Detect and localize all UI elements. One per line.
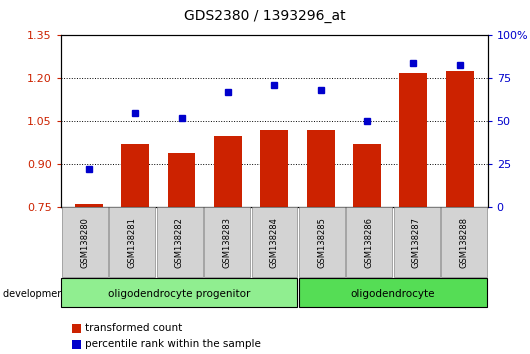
Bar [307,130,334,207]
Bar [353,144,381,207]
Bar [121,144,149,207]
Text: GSM138287: GSM138287 [412,217,421,268]
Text: GSM138284: GSM138284 [270,217,279,268]
Bar [446,71,474,207]
Text: GSM138286: GSM138286 [365,217,374,268]
Bar [214,136,242,207]
Text: GSM138282: GSM138282 [175,217,184,268]
Text: percentile rank within the sample: percentile rank within the sample [85,339,261,349]
Text: oligodendrocyte: oligodendrocyte [350,289,435,299]
Text: GDS2380 / 1393296_at: GDS2380 / 1393296_at [184,9,346,23]
Bar [400,73,427,207]
Bar [167,153,196,207]
Bar [75,204,103,207]
Text: GSM138280: GSM138280 [80,217,89,268]
Text: GSM138285: GSM138285 [317,217,326,268]
Bar [260,130,288,207]
Text: oligodendrocyte progenitor: oligodendrocyte progenitor [108,289,251,299]
Text: GSM138283: GSM138283 [223,217,232,268]
Text: transformed count: transformed count [85,323,182,333]
Text: development stage ▶: development stage ▶ [3,289,108,299]
Text: GSM138281: GSM138281 [128,217,137,268]
Text: GSM138288: GSM138288 [460,217,469,268]
